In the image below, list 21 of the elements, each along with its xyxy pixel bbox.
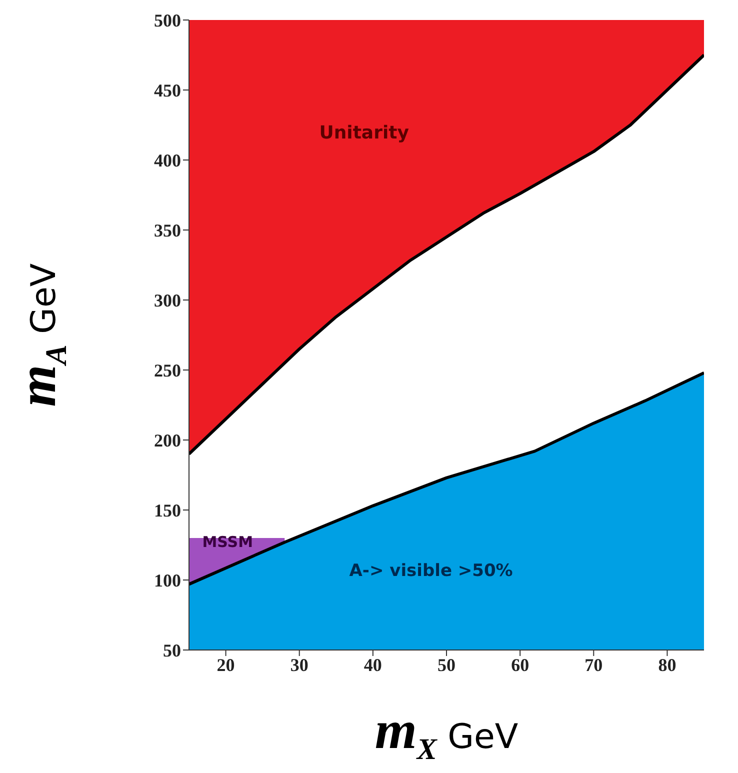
x-axis-title: m$_{X}$ GeV (374, 700, 518, 766)
annotation: A-> visible >50% (349, 560, 513, 581)
y-tick-label: 200 (154, 430, 181, 450)
x-tick-label: 50 (438, 654, 456, 675)
y-tick-label: 400 (154, 150, 181, 170)
annotation: MSSM (202, 532, 254, 552)
y-tick-label: 350 (154, 220, 181, 240)
y-tick-label: 450 (154, 80, 181, 100)
x-tick-label: 30 (290, 654, 308, 675)
x-tick-label: 70 (584, 654, 603, 675)
x-tick-label: 40 (364, 654, 382, 675)
y-tick-label: 150 (154, 500, 181, 520)
x-tick-label: 80 (658, 654, 676, 675)
x-tick-label: 20 (216, 654, 235, 675)
y-tick-label: 250 (154, 360, 181, 380)
y-tick-label: 50 (163, 640, 181, 660)
y-tick-label: 100 (154, 570, 181, 590)
x-tick-label: 60 (511, 654, 530, 675)
annotation: Unitarity (319, 122, 410, 144)
y-tick-label: 500 (154, 10, 181, 30)
y-tick-label: 300 (154, 290, 181, 310)
